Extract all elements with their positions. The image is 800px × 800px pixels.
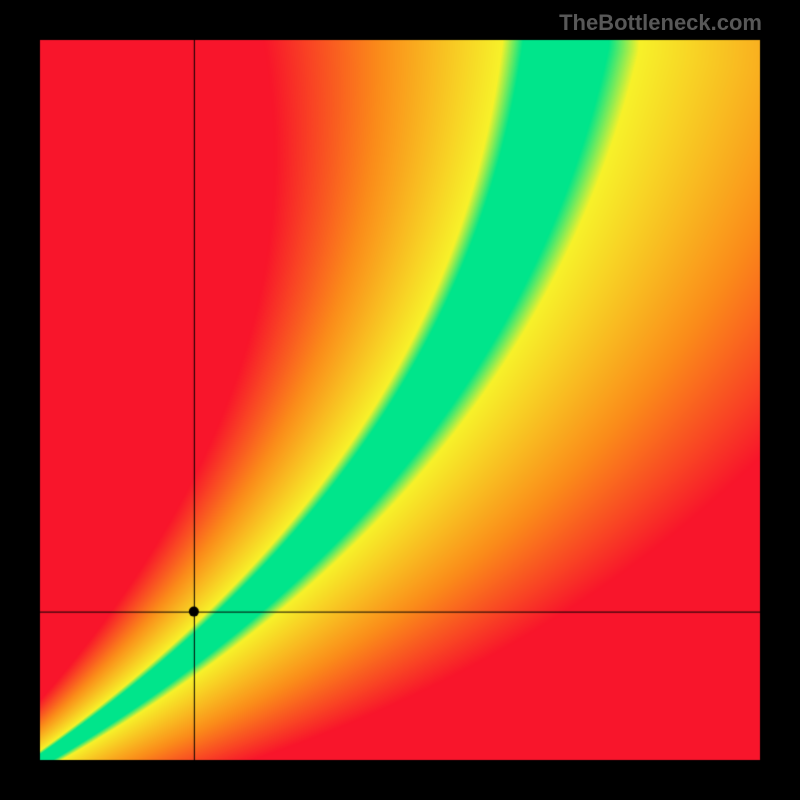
heatmap-canvas bbox=[0, 0, 800, 800]
watermark-text: TheBottleneck.com bbox=[559, 10, 762, 36]
chart-container: TheBottleneck.com bbox=[0, 0, 800, 800]
